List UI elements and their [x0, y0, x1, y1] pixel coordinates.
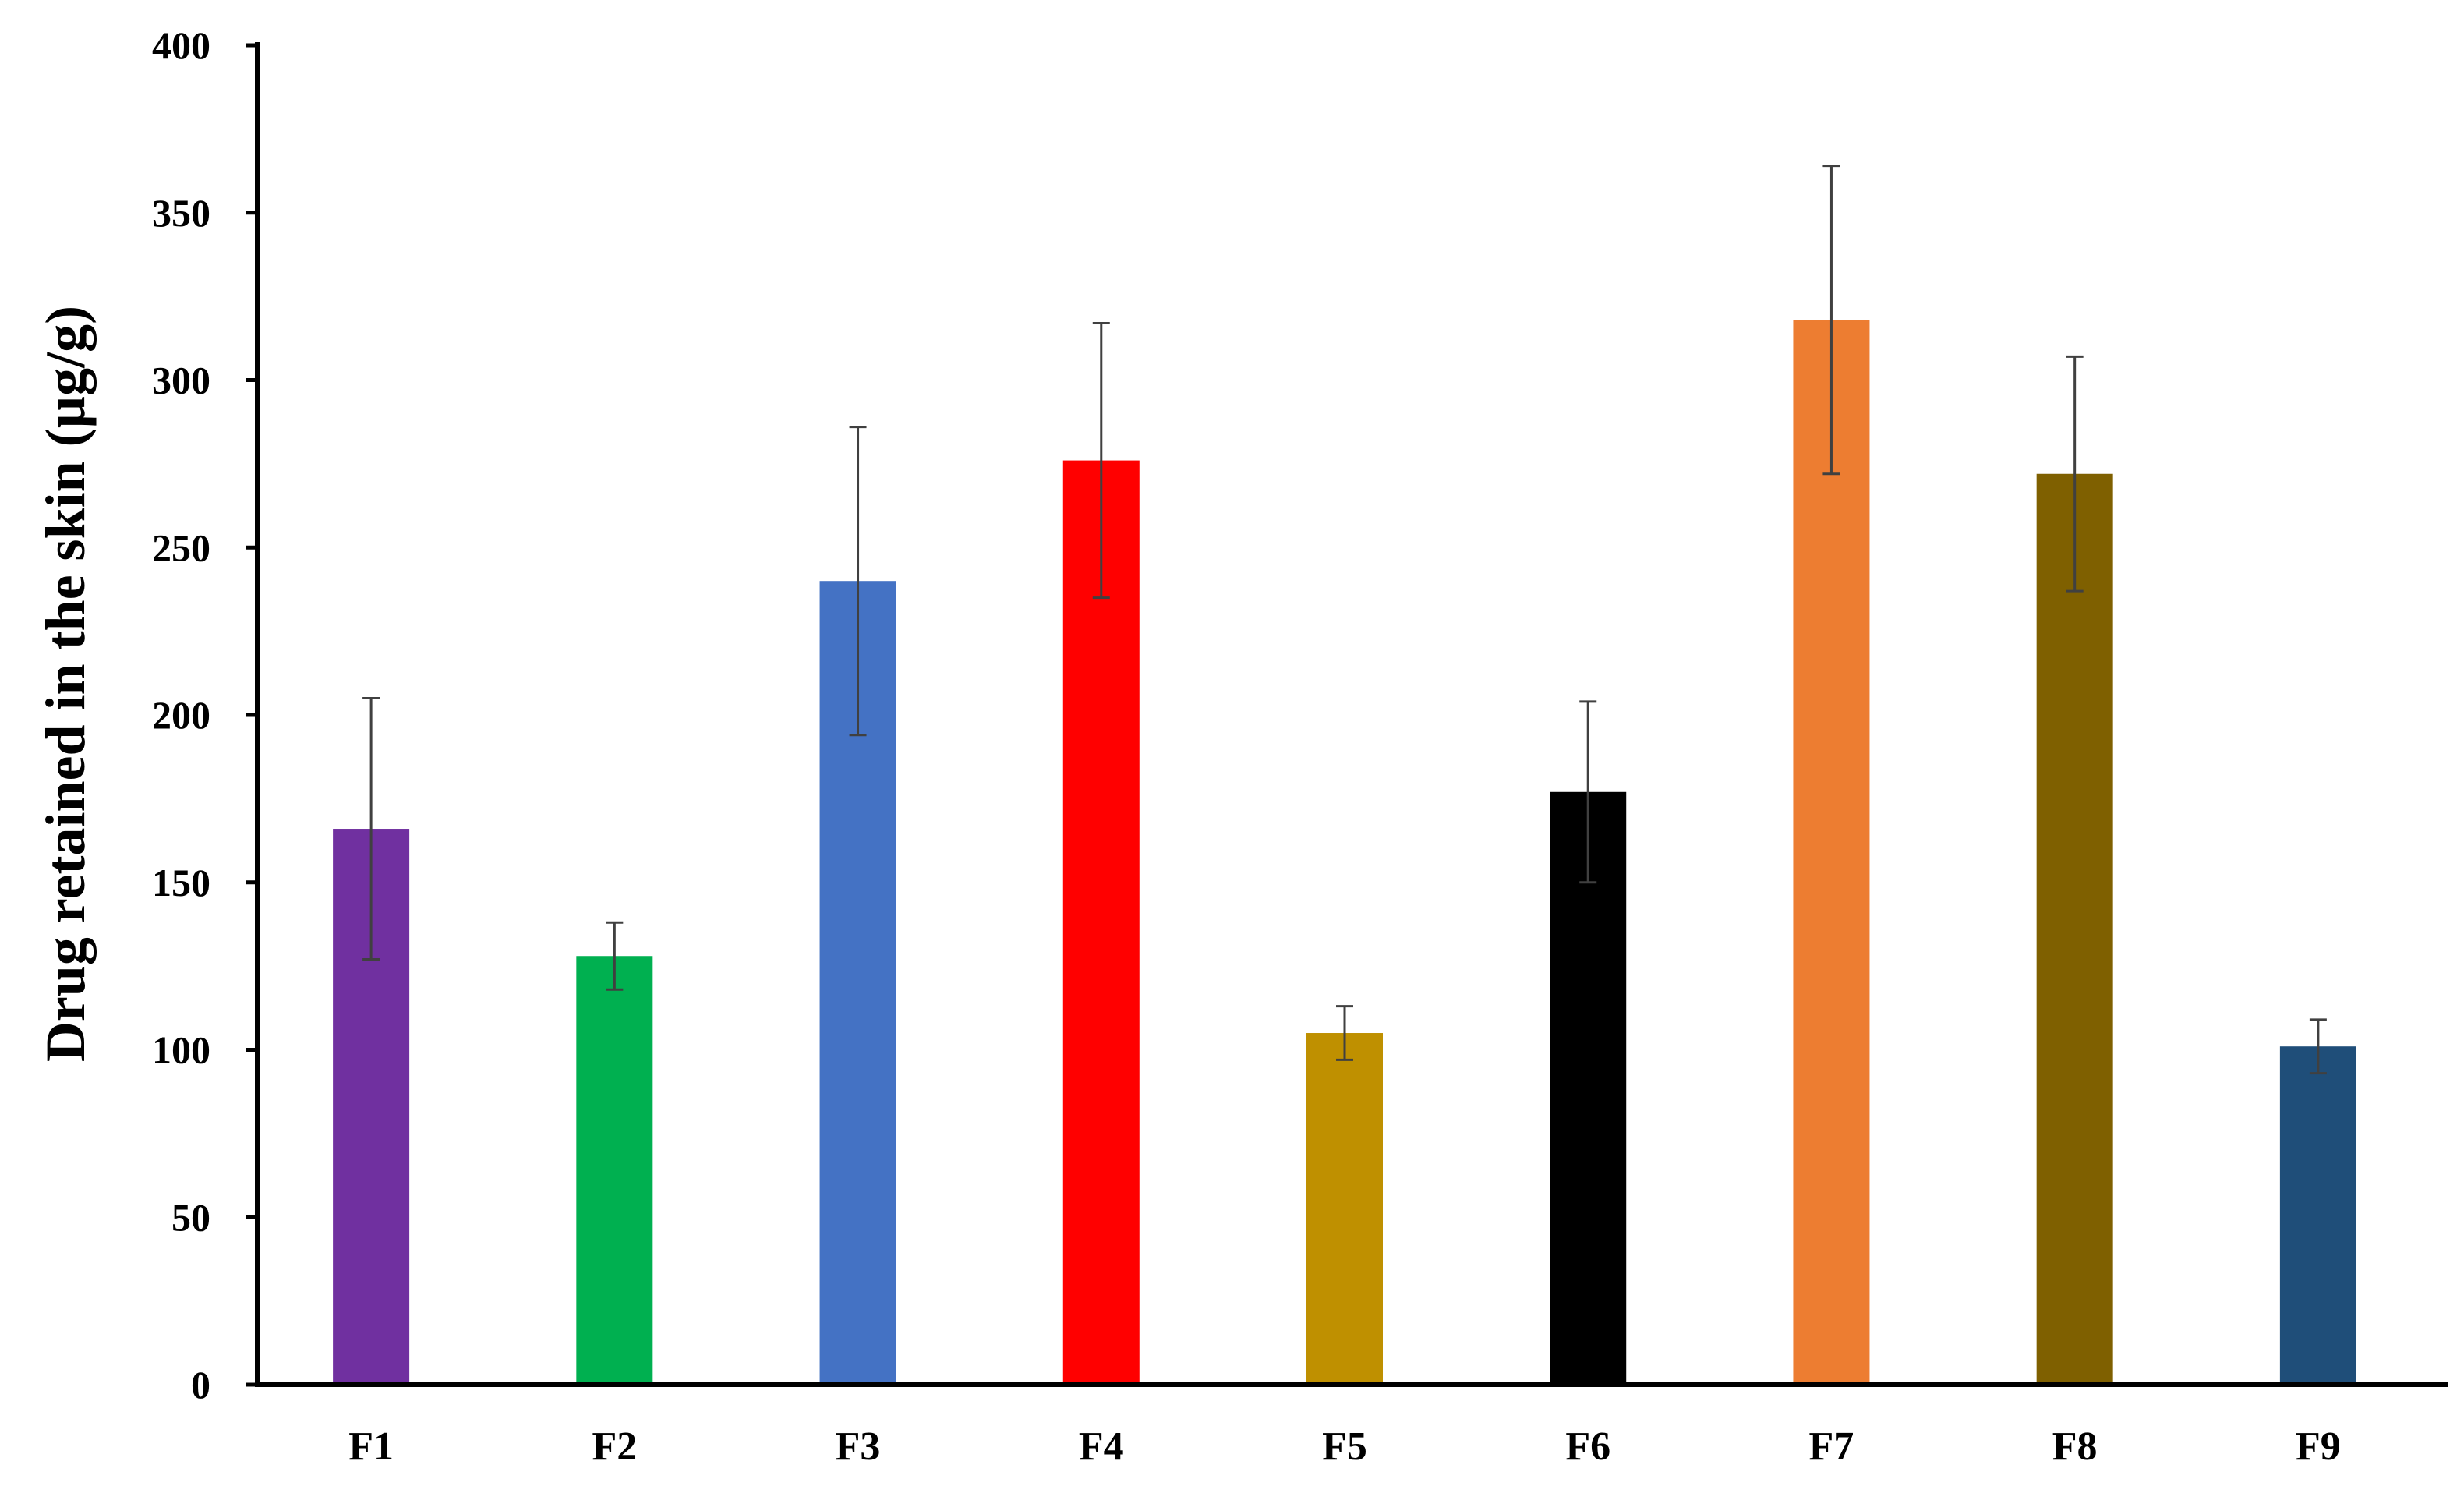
- bars-group: [333, 320, 2356, 1385]
- x-tick-label-f5: F5: [1322, 1424, 1367, 1469]
- x-tick-label-f9: F9: [2296, 1424, 2341, 1469]
- x-tick-label-f1: F1: [348, 1424, 394, 1469]
- bar-f2: [576, 956, 653, 1385]
- x-axis-labels: F1 F2 F3 F4 F5 F6 F7 F8 F9: [348, 1424, 2341, 1469]
- x-tick-label-f2: F2: [592, 1424, 637, 1469]
- x-tick-label-f8: F8: [2052, 1424, 2098, 1469]
- y-tick-label: 200: [152, 693, 210, 737]
- bar-f5: [1306, 1033, 1383, 1385]
- x-tick-label-f3: F3: [836, 1424, 881, 1469]
- bar-f6: [1550, 791, 1627, 1385]
- y-axis-ticks: 0 50 100 150 200 250 300 350 400: [152, 23, 257, 1406]
- error-bar-f1: [362, 697, 380, 961]
- bar-f8: [2036, 473, 2113, 1385]
- error-bar-f4: [1092, 321, 1110, 600]
- bar-f4: [1062, 460, 1140, 1385]
- bar-f9: [2279, 1046, 2356, 1385]
- error-bar-f3: [849, 426, 867, 737]
- y-tick-label: 100: [152, 1028, 210, 1072]
- error-bar-f9: [2309, 1018, 2327, 1075]
- x-tick-label-f7: F7: [1809, 1424, 1854, 1469]
- error-bar-f5: [1336, 1005, 1353, 1061]
- y-tick-label: 400: [152, 23, 210, 67]
- x-tick-label-f4: F4: [1079, 1424, 1124, 1469]
- error-bar-f7: [1822, 165, 1840, 476]
- y-tick-label: 50: [171, 1195, 210, 1239]
- x-tick-label-f6: F6: [1565, 1424, 1610, 1469]
- y-tick-label: 300: [152, 359, 210, 402]
- y-tick-label: 0: [191, 1363, 210, 1406]
- error-bar-f2: [606, 921, 624, 991]
- bar-f7: [1793, 320, 1870, 1385]
- y-tick-label: 150: [152, 861, 210, 904]
- error-bars-group: [362, 165, 2327, 1075]
- y-axis-title: Drug retained in the skin (µg/g): [34, 306, 97, 1062]
- y-tick-label: 250: [152, 525, 210, 569]
- y-tick-label: 350: [152, 191, 210, 235]
- error-bar-f8: [2066, 355, 2084, 593]
- error-bar-f6: [1579, 700, 1597, 884]
